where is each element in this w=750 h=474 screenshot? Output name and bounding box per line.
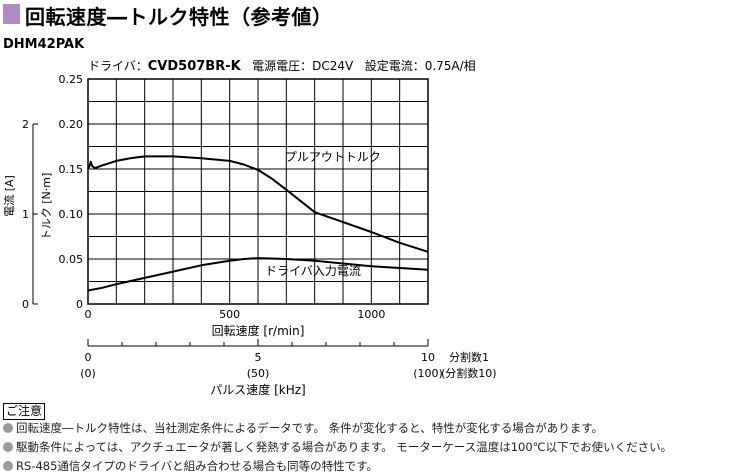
chart: 0 0.05 0.10 0.15 0.20 0.25 0 500 1000 0 1 2 回転速度 [r… (2, 73, 497, 397)
input-current-label: ドライバ入力電流 (265, 264, 361, 278)
x-tick-label: 500 (219, 308, 240, 321)
y-tick-label: 0 (76, 298, 83, 311)
y-tick-label: 0.05 (59, 253, 84, 266)
division-label-10: (分割数10) (441, 366, 497, 380)
y-tick-label: 0.25 (59, 73, 84, 86)
pulse-sub-label: (50) (247, 367, 270, 380)
current-tick-label: 1 (22, 208, 29, 221)
x-tick-label: 0 (85, 308, 92, 321)
page-title: 回転速度―トルク特性（参考値） (25, 5, 333, 29)
bullet-icon (3, 423, 13, 433)
drive-conditions: ドライバ：CVD507BR-K 電源電圧：DC24V 設定電流：0.75A/相 (88, 57, 476, 74)
note-line: RS-485通信タイプのドライバと組み合わせる場合も同等の特性です。 (3, 458, 378, 474)
notes-heading: ご注意 (3, 403, 46, 420)
bullet-icon (3, 442, 13, 452)
chart-ticks: 0 0.05 0.10 0.15 0.20 0.25 0 500 1000 0 1 2 (22, 73, 385, 321)
division-label-1: 分割数1 (449, 350, 489, 364)
note-text-1: 回転速度―トルク特性は、当社測定条件によるデータです。 条件が変化すると、特性が… (16, 421, 604, 435)
pulse-tick-label: 0 (85, 351, 92, 364)
y-tick-label: 0.10 (59, 208, 84, 221)
x-tick-label: 1000 (357, 308, 385, 321)
setting-current: 設定電流：0.75A/相 (364, 59, 476, 73)
pullout-torque-label: プルアウトトルク (285, 150, 381, 164)
pulse-axis: 0 (0) 5 (50) 10 (100) 分割数1 (分割数10) パルス速度 [kHz] (80, 339, 497, 397)
y-axis-label: トルク [N·m] (40, 173, 53, 241)
pulse-tick-label: 5 (255, 351, 262, 364)
current-tick-label: 0 (22, 298, 29, 311)
y-tick-label: 0.20 (59, 118, 84, 131)
plot-frame (87, 78, 429, 305)
title-marker (3, 4, 20, 24)
note-text-3: RS-485通信タイプのドライバと組み合わせる場合も同等の特性です。 (16, 459, 379, 473)
current-axis-label: 電流 [A] (2, 175, 16, 217)
current-tick-label: 2 (22, 118, 29, 131)
x-axis-label: 回転速度 [r/min] (212, 323, 305, 338)
driver-value: CVD507BR-K (147, 59, 241, 74)
bullet-icon (3, 461, 13, 471)
y-tick-label: 0.15 (59, 163, 84, 176)
note-text-2: 駆動条件によっては、アクチュエータが著しく発熱する場合があります。 モーターケー… (16, 440, 673, 454)
pulse-tick-label: 10 (421, 351, 435, 364)
chart-series (87, 155, 429, 292)
driver-label: ドライバ： (88, 59, 148, 73)
supply-voltage: 電源電圧：DC24V (252, 59, 354, 73)
note-line: 駆動条件によっては、アクチュエータが著しく発熱する場合があります。 モーターケー… (3, 439, 672, 455)
chart-grid (87, 78, 429, 305)
input-current-line (87, 257, 429, 292)
pullout-torque-line (87, 155, 429, 253)
chart-labels: 回転速度 [r/min] トルク [N·m] 電流 [A] プルアウトトルクドライバ入… (2, 150, 381, 338)
note-line: 回転速度―トルク特性は、当社測定条件によるデータです。 条件が変化すると、特性が… (3, 420, 603, 436)
pulse-axis-label: パルス速度 [kHz] (210, 382, 305, 397)
pulse-sub-label: (0) (80, 367, 96, 380)
pulse-sub-label: (100) (413, 367, 443, 380)
model-name: DHM42PAK (3, 37, 85, 52)
